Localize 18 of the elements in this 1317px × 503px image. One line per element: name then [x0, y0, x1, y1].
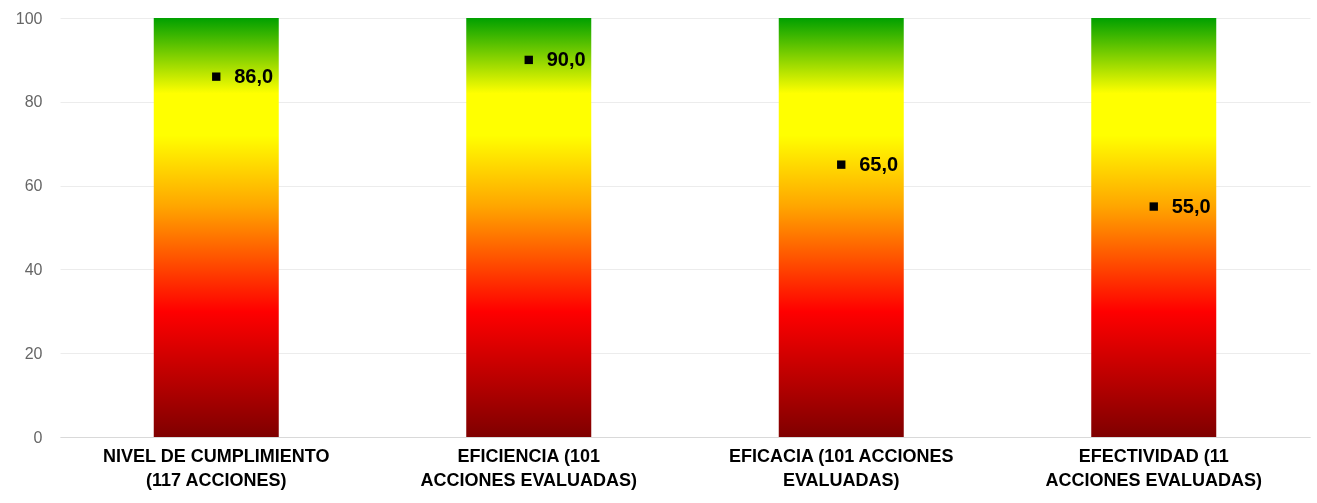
y-tick-label: 60	[24, 177, 43, 195]
y-tick-label: 20	[24, 344, 43, 362]
point	[837, 160, 846, 169]
y-tick-label: 100	[15, 9, 43, 27]
data-label: 90,0	[546, 47, 586, 70]
point	[1149, 202, 1158, 211]
data-label: 86,0	[234, 64, 274, 87]
data-label: 55,0	[1171, 194, 1211, 217]
x-tick-label: EFICIENCIA (101 ACCIONES EVALUADAS)	[420, 445, 638, 490]
x-tick-label: EFICACIA (101 ACCIONES EVALUADAS)	[728, 445, 954, 490]
x-tick-label: NIVEL DE CUMPLIMIENTO (117 ACCIONES)	[103, 445, 330, 490]
y-tick-label: 40	[24, 260, 43, 278]
x-tick-label: EFECTIVIDAD (11 ACCIONES EVALUADAS)	[1045, 445, 1263, 490]
data-label: 65,0	[859, 152, 899, 175]
point	[524, 55, 533, 65]
y-tick-label: 80	[24, 93, 43, 111]
point	[212, 72, 221, 81]
y-tick-label: 0	[33, 428, 43, 446]
